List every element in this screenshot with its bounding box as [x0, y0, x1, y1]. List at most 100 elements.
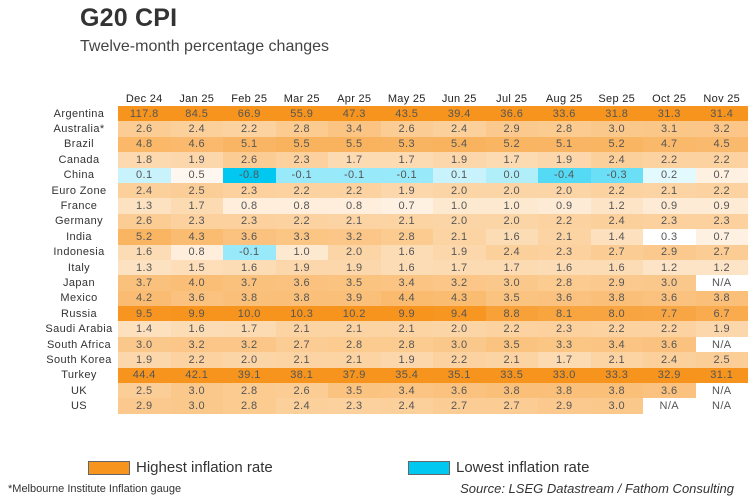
column-header: May 25: [387, 92, 426, 105]
heatmap-cell: 5.2: [118, 229, 171, 245]
heatmap-cell: 3.4: [590, 336, 643, 353]
heatmap-cell: 4.7: [643, 136, 696, 153]
country-label: Mexico: [40, 290, 118, 307]
heatmap-cell: 1.6: [223, 259, 276, 276]
heatmap-cell: 84.5: [170, 106, 223, 122]
heatmap-cell: 9.9: [170, 306, 223, 322]
heatmap-cell: -0.1: [328, 167, 381, 183]
heatmap-cell: 33.6: [538, 106, 591, 122]
heatmap-cell: -0.1: [380, 167, 433, 183]
country-label: Canada: [40, 152, 118, 168]
heatmap-cell: 3.0: [643, 275, 696, 291]
legend-high: Highest inflation rate: [88, 459, 273, 476]
table-row: France 1.3 1.7 0.8 0.8 0.8 0.7 1.0 1.0 0.9 1.2 0.9 0…: [40, 198, 748, 214]
heatmap-cell: 2.3: [223, 213, 276, 230]
heatmap-cell: 2.0: [485, 213, 538, 230]
heatmap-cell: 44.4: [118, 367, 171, 384]
heatmap-cell: 36.6: [485, 106, 538, 122]
heatmap-cell: 32.9: [643, 367, 696, 384]
heatmap-cell: 1.9: [275, 259, 328, 276]
country-label: Argentina: [40, 106, 118, 122]
chart-subtitle: Twelve-month percentage changes: [80, 38, 330, 55]
heatmap-cell: 10.0: [223, 306, 276, 322]
heatmap-cell: 1.2: [590, 198, 643, 214]
heatmap-cell: 2.3: [170, 213, 223, 230]
heatmap-cell: 2.8: [538, 275, 591, 291]
heatmap-cell: 0.3: [643, 229, 696, 245]
heatmap-cell: 3.6: [170, 290, 223, 307]
country-label: Brazil: [40, 136, 118, 153]
heatmap-cell: 2.7: [485, 398, 538, 414]
heatmap-cell: 2.2: [433, 352, 486, 368]
heatmap-cell: 5.4: [433, 136, 486, 153]
heatmap-cell: 4.8: [118, 136, 171, 153]
heatmap-cell: 2.1: [380, 213, 433, 230]
heatmap-cell: 2.1: [275, 321, 328, 337]
heatmap-cell: 33.0: [538, 367, 591, 384]
heatmap-cell: 2.3: [538, 244, 591, 260]
column-header: Mar 25: [283, 92, 320, 105]
column-header: Feb 25: [231, 92, 268, 105]
heatmap-cell: 3.8: [275, 290, 328, 307]
heatmap-cell: 2.4: [643, 352, 696, 368]
heatmap-cell: 0.9: [695, 198, 748, 214]
heatmap-cell: 3.5: [328, 275, 381, 291]
heatmap-cell: 0.5: [170, 167, 223, 183]
heatmap-cell: 2.1: [328, 321, 381, 337]
heatmap-cell: 3.5: [328, 383, 381, 399]
heatmap-cell: 1.7: [380, 152, 433, 168]
heatmap-cell: 3.8: [590, 290, 643, 307]
heatmap-cell: 2.8: [538, 121, 591, 137]
heatmap-cell: 42.1: [170, 367, 223, 384]
heatmap-cell: 2.2: [538, 213, 591, 230]
heatmap-cell: 1.7: [433, 259, 486, 276]
heatmap-cell: 1.7: [538, 352, 591, 368]
heatmap-cell: -0.4: [538, 167, 591, 183]
heatmap-cell: 66.9: [223, 106, 276, 122]
heatmap-cell: 2.6: [275, 383, 328, 399]
heatmap-cell: 2.1: [275, 352, 328, 368]
country-label: South Korea: [40, 352, 118, 368]
heatmap-cell: 1.2: [643, 259, 696, 276]
heatmap-cell: 2.3: [275, 152, 328, 168]
heatmap-cell: -0.1: [275, 167, 328, 183]
heatmap-cell: 5.2: [485, 136, 538, 153]
heatmap-cell: 2.3: [223, 182, 276, 199]
heatmap-cell: 2.2: [643, 152, 696, 168]
heatmap-cell: 3.5: [485, 290, 538, 307]
heatmap-cell: 3.6: [643, 290, 696, 307]
heatmap-cell: 0.9: [538, 198, 591, 214]
table-row: Australia* 2.6 2.4 2.2 2.8 3.4 2.6 2.4 2.9 2.8 3.0…: [40, 121, 748, 137]
cpi-heatmap-table: Dec 24 Jan 25 Feb 25 Mar 25 Apr 25 May 25 Jun …: [40, 91, 748, 414]
country-label: Indonesia: [40, 244, 118, 260]
heatmap-cell: 1.8: [118, 152, 171, 168]
heatmap-cell: 2.3: [328, 398, 381, 414]
table-row: China 0.1 0.5 -0.8 -0.1 -0.1 -0.1 0.1 0.0 -0.4 -0.…: [40, 167, 748, 183]
heatmap-cell: 1.7: [328, 152, 381, 168]
heatmap-cell: 2.0: [433, 213, 486, 230]
heatmap-cell: 1.6: [380, 244, 433, 260]
heatmap-cell: 2.4: [118, 182, 171, 199]
column-header: Oct 25: [652, 92, 687, 105]
heatmap-cell: 1.4: [590, 229, 643, 245]
heatmap-cell: 2.9: [485, 121, 538, 137]
heatmap-cell: 1.6: [380, 259, 433, 276]
heatmap-cell: 3.6: [538, 290, 591, 307]
heatmap-cell: 1.6: [590, 259, 643, 276]
heatmap-body: Argentina 117.8 84.5 66.9 55.9 47.3 43.5 39.4 36…: [40, 106, 748, 414]
table-row: Canada 1.8 1.9 2.6 2.3 1.7 1.7 1.9 1.7 1.9 2.4 2.2 2…: [40, 152, 748, 168]
heatmap-cell: 2.5: [695, 352, 748, 368]
heatmap-cell: 7.7: [643, 306, 696, 322]
heatmap-cell: 2.2: [485, 321, 538, 337]
heatmap-cell: 0.7: [695, 229, 748, 245]
table-row: UK 2.5 3.0 2.8 2.6 3.5 3.4 3.6 3.8 3.8 3.8 3.6 N/A: [40, 383, 748, 399]
table-row: Russia 9.5 9.9 10.0 10.3 10.2 9.9 9.4 8.8 8.1 8.0 7…: [40, 306, 748, 322]
table-row: Germany 2.6 2.3 2.3 2.2 2.1 2.1 2.0 2.0 2.2 2.4 2.3…: [40, 213, 748, 230]
legend-high-swatch: [88, 460, 130, 475]
heatmap-cell: 2.9: [118, 398, 171, 414]
table-row: South Africa 3.0 3.2 3.2 2.7 2.8 2.8 3.0 3.5 3.3 3…: [40, 336, 748, 353]
legend-low-label: Lowest inflation rate: [456, 459, 590, 476]
heatmap-cell: 2.8: [275, 121, 328, 137]
heatmap-cell: N/A: [643, 398, 696, 414]
heatmap-cell: 1.4: [118, 321, 171, 337]
